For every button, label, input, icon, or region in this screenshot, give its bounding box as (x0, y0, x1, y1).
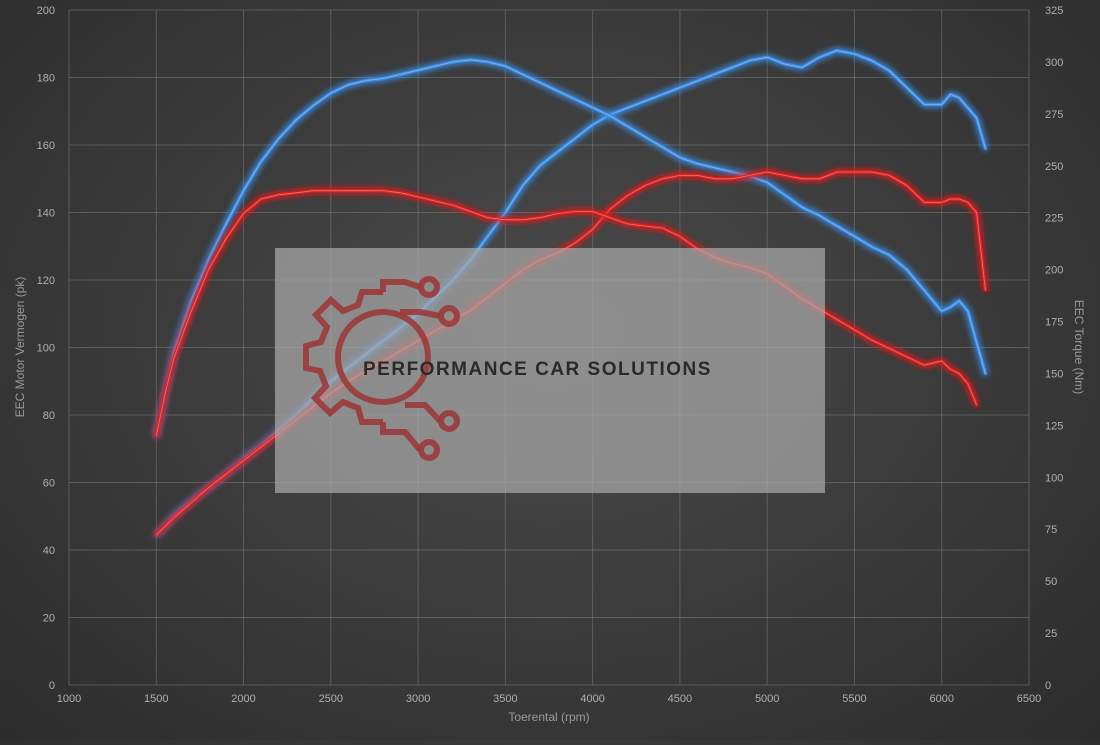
left-tick-label: 120 (37, 275, 55, 287)
watermark-box (275, 248, 825, 493)
right-tick-label: 250 (1045, 161, 1063, 173)
left-tick-label: 60 (43, 478, 55, 490)
left-tick-label: 140 (37, 208, 55, 220)
right-tick-label: 125 (1045, 420, 1063, 432)
tuned-torque-line-highlight (155, 59, 986, 436)
x-tick-label: 5500 (842, 693, 866, 705)
right-tick-label: 25 (1045, 628, 1057, 640)
x-tick-label: 5000 (755, 693, 779, 705)
x-tick-label: 6500 (1017, 693, 1041, 705)
tuned-torque-line (154, 58, 987, 438)
left-tick-label: 0 (49, 680, 55, 692)
x-tick-label: 2000 (231, 693, 255, 705)
right-tick-label: 325 (1045, 5, 1063, 17)
x-tick-label: 1000 (57, 693, 81, 705)
right-tick-label: 275 (1045, 109, 1063, 121)
left-axis-ticks: 0 20 40 60 80 100 120 140 160 180 200 (37, 5, 55, 692)
left-tick-label: 80 (43, 410, 55, 422)
left-tick-label: 20 (43, 613, 55, 625)
right-tick-label: 100 (1045, 472, 1063, 484)
stock-torque-line (154, 189, 979, 438)
left-tick-label: 40 (43, 545, 55, 557)
right-tick-label: 200 (1045, 265, 1063, 277)
stock-torque-line-highlight (155, 190, 977, 436)
left-axis-title: EEC Motor Vermogen (pk) (13, 277, 27, 418)
right-tick-label: 150 (1045, 368, 1063, 380)
x-axis-ticks: 1000 1500 2000 2500 3000 3500 4000 4500 5000 5500… (57, 693, 1041, 705)
right-tick-label: 75 (1045, 524, 1057, 536)
right-axis-title: EEC Torque (Nm) (1072, 300, 1086, 394)
x-tick-label: 3000 (406, 693, 430, 705)
x-tick-label: 1500 (144, 693, 168, 705)
x-tick-label: 3500 (493, 693, 517, 705)
x-tick-label: 4000 (580, 693, 604, 705)
x-tick-label: 4500 (668, 693, 692, 705)
gear-circuit-logo-icon (303, 276, 460, 461)
right-tick-label: 300 (1045, 57, 1063, 69)
right-tick-label: 50 (1045, 576, 1057, 588)
left-tick-label: 100 (37, 343, 55, 355)
x-tick-label: 2500 (319, 693, 343, 705)
right-tick-label: 225 (1045, 213, 1063, 225)
left-tick-label: 160 (37, 140, 55, 152)
right-tick-label: 175 (1045, 317, 1063, 329)
left-tick-label: 180 (37, 73, 55, 85)
right-axis-ticks: 0 25 50 75 100 125 150 175 200 225 250 275 300 325 (1045, 5, 1063, 692)
x-tick-label: 6000 (929, 693, 953, 705)
right-tick-label: 0 (1045, 680, 1051, 692)
left-tick-label: 200 (37, 5, 55, 17)
x-axis-title: Toerental (rpm) (508, 710, 589, 724)
watermark: PERFORMANCE CAR SOLUTIONS (275, 248, 825, 493)
watermark-text: PERFORMANCE CAR SOLUTIONS (363, 359, 712, 380)
